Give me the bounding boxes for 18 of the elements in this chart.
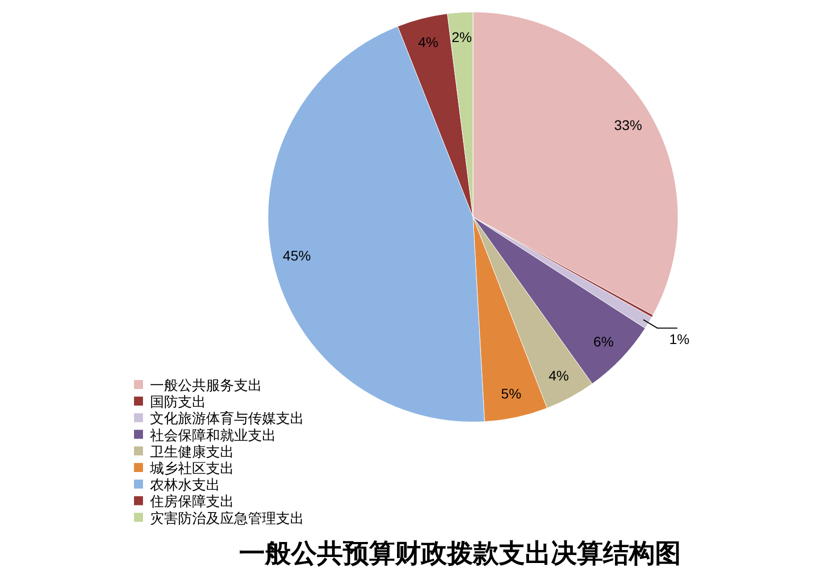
legend-label: 文化旅游体育与传媒支出 (150, 410, 304, 426)
text: 一般公共预算财政拨款支出决算结构图 (239, 539, 681, 568)
data-label: 6% (593, 334, 614, 350)
data-label: 45% (282, 248, 311, 264)
legend-label: 国防支出 (150, 394, 206, 410)
data-label: 33% (614, 116, 642, 133)
legend-label: 社会保障和就业支出 (150, 426, 276, 443)
data-label: 5% (501, 385, 522, 402)
legend-label: 农林水支出 (150, 476, 220, 493)
data-label: 1% (669, 331, 690, 348)
data-label: 4% (548, 368, 569, 384)
legend-label: 住房保障支出 (149, 493, 234, 510)
data-label: 2% (452, 28, 472, 45)
legend-label: 卫生健康支出 (150, 443, 234, 460)
legend-label: 城乡社区支出 (149, 460, 234, 476)
legend-label: 一般公共服务支出 (150, 377, 262, 393)
legend-label: 灾害防治及应急管理支出 (150, 510, 304, 526)
data-label: 4% (418, 34, 438, 50)
